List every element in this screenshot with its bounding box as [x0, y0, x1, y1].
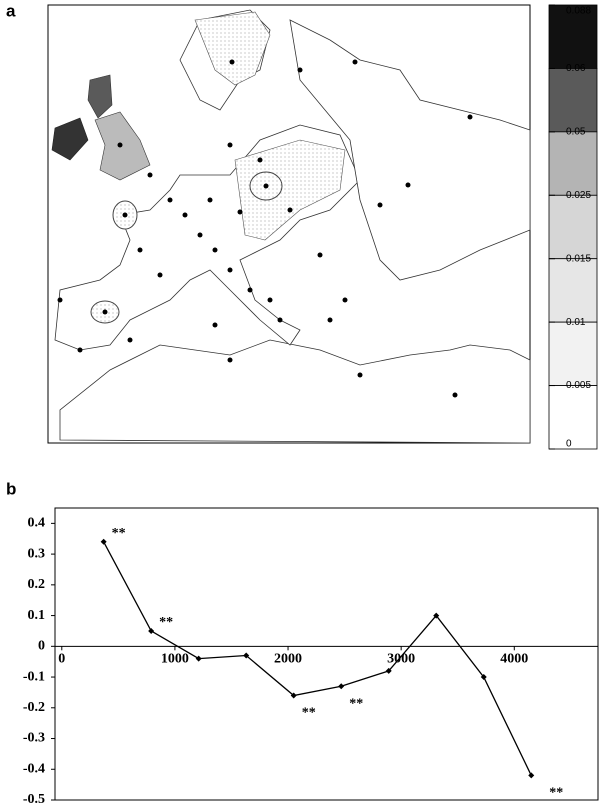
contour: [87, 74, 113, 119]
x-tick-label: 0: [58, 652, 65, 667]
data-point: [243, 652, 250, 659]
data-point: [385, 667, 392, 674]
y-tick-label: -0.2: [23, 700, 45, 715]
data-point: [338, 683, 345, 690]
x-tick-label: 4000: [500, 652, 528, 667]
legend-swatch: [548, 258, 598, 323]
legend-label: 0.01: [566, 317, 586, 328]
data-point: [290, 692, 297, 699]
data-line: [103, 541, 532, 776]
y-tick-label: 0.1: [28, 608, 46, 623]
legend-swatch: [548, 4, 598, 69]
panel-label: a: [6, 1, 16, 20]
x-tick-label: 1000: [161, 652, 189, 667]
significance-label: **: [302, 706, 316, 721]
coastline: [59, 339, 531, 444]
panel-label: b: [6, 479, 16, 498]
data-point: [528, 772, 535, 779]
y-tick-label: -0.1: [23, 669, 45, 684]
plot-frame: [54, 507, 599, 801]
data-point: [148, 627, 155, 634]
legend-swatch: [548, 321, 598, 386]
legend-label: 0.06: [566, 63, 586, 74]
y-tick-label: 0.2: [28, 577, 46, 592]
data-point: [433, 612, 440, 619]
legend-swatch: [548, 68, 598, 133]
map-panel: 0.088 0.06 0.05 0.025 0.015 0.01 0.005 0 a: [6, 1, 598, 450]
legend-label: 0.088: [566, 6, 591, 17]
y-tick-label: -0.5: [23, 792, 45, 807]
line-panel: b 0.4 0.3 0.2 0.1 0 -0.1 -0.2 -0.3 -0.4 -0.5 0 1000…: [6, 479, 599, 807]
sample-sites: [57, 59, 473, 398]
legend: 0.088 0.06 0.05 0.025 0.015 0.01 0.005 0: [548, 4, 598, 450]
y-tick-label: -0.4: [23, 761, 45, 776]
y-tick-label: 0.4: [28, 516, 46, 531]
coastline: [289, 19, 531, 281]
y-tick-label: 0: [38, 639, 45, 654]
x-tick-label: 3000: [387, 652, 415, 667]
contour: [94, 111, 151, 181]
legend-label: 0.025: [566, 190, 591, 201]
contour: [234, 139, 346, 241]
y-tick-label: 0.3: [28, 546, 46, 561]
y-tick-label: -0.3: [23, 731, 45, 746]
data-point: [100, 538, 107, 545]
x-tick-label: 2000: [274, 652, 302, 667]
contour: [194, 11, 271, 86]
data-point: [480, 674, 487, 681]
legend-label: 0: [566, 439, 572, 450]
legend-label: 0.005: [566, 380, 591, 391]
data-point: [195, 655, 202, 662]
significance-label: **: [159, 615, 173, 630]
significance-label: **: [112, 526, 126, 541]
significance-label: **: [349, 696, 363, 711]
legend-swatch: [548, 194, 598, 260]
legend-label: 0.015: [566, 253, 591, 264]
legend-label: 0.05: [566, 126, 586, 137]
legend-swatch: [548, 131, 598, 196]
significance-label: **: [549, 786, 563, 801]
contour: [51, 117, 89, 161]
legend-swatch: [548, 385, 598, 450]
